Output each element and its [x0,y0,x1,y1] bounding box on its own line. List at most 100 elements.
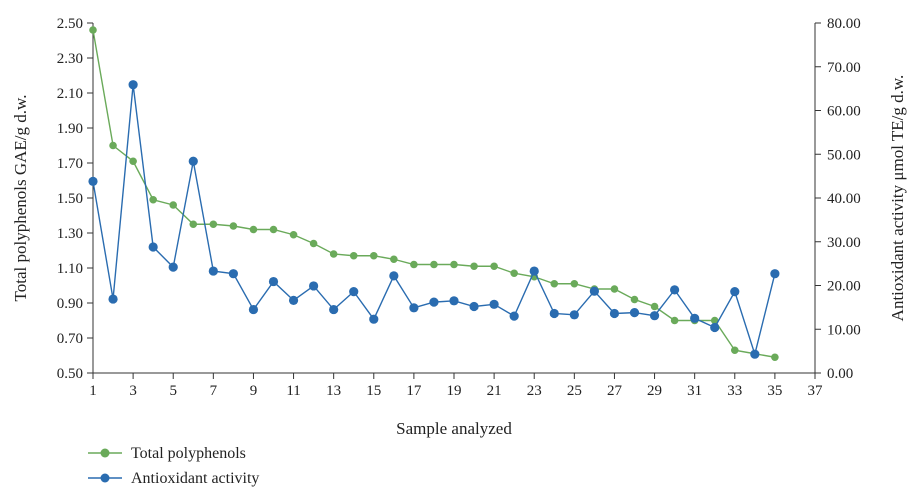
data-point-antioxidant-activity [670,285,680,295]
data-point-antioxidant-activity [248,304,259,315]
x-tick-label: 13 [326,383,341,399]
data-point-total-polyphenols [450,260,458,269]
left-axis-title: Total polyphenols GAE/g d.w. [11,95,30,302]
data-point-total-polyphenols [289,230,298,239]
data-point-total-polyphenols [209,220,218,229]
right-axis-title: Antioxidant activity μmol TE/g d.w. [888,75,907,322]
x-tick-label: 31 [687,383,702,399]
x-tick-label: 17 [406,383,422,399]
data-point-antioxidant-activity [750,349,760,359]
x-tick-label: 15 [366,383,381,399]
legend: Total polyphenols Antioxidant activity [88,445,259,487]
x-tick-label: 27 [607,383,623,399]
data-point-antioxidant-activity [228,269,238,279]
data-point-total-polyphenols [129,157,137,166]
data-point-antioxidant-activity [710,322,720,333]
left-tick-label: 2.50 [57,16,83,32]
data-point-total-polyphenols [369,251,378,260]
data-point-antioxidant-activity [609,308,620,319]
data-point-antioxidant-activity [429,297,439,307]
data-point-total-polyphenols [89,26,97,34]
data-point-antioxidant-activity [409,303,419,313]
x-tick-label: 11 [286,383,300,399]
left-tick-label: 2.10 [57,86,83,102]
data-point-antioxidant-activity [349,287,359,297]
x-tick-label: 23 [527,383,542,399]
right-tick-label: 40.00 [827,191,861,207]
right-tick-label: 70.00 [827,60,861,76]
data-point-antioxidant-activity [730,287,740,297]
data-point-total-polyphenols [249,225,258,234]
right-axis-ticks: 0.00 10.00 20.00 30.00 40.00 50.00 60.00 70.00 8… [815,16,861,382]
data-point-total-polyphenols [430,260,438,269]
data-point-total-polyphenols [550,279,559,288]
data-point-total-polyphenols [269,225,278,234]
left-tick-label: 2.30 [57,51,83,67]
data-point-antioxidant-activity [329,304,339,315]
data-point-antioxidant-activity [389,271,399,281]
data-point-antioxidant-activity [549,308,559,319]
right-tick-label: 60.00 [827,104,861,120]
data-point-total-polyphenols [610,285,619,293]
data-point-antioxidant-activity [449,296,459,306]
data-point-total-polyphenols [490,262,498,271]
left-tick-label: 0.70 [57,331,83,347]
right-tick-label: 80.00 [827,16,861,32]
data-point-total-polyphenols [329,250,338,258]
left-tick-label: 1.10 [57,261,83,277]
series-antioxidant-activity [88,80,780,359]
data-point-total-polyphenols [670,316,679,325]
legend-label: Antioxidant activity [131,470,259,487]
data-point-total-polyphenols [169,201,178,209]
data-point-antioxidant-activity [629,308,640,318]
x-axis-title: Sample analyzed [396,419,512,438]
data-point-antioxidant-activity [509,311,519,321]
left-tick-label: 1.70 [57,156,83,172]
data-point-total-polyphenols [470,262,478,271]
data-point-total-polyphenols [410,260,418,269]
data-point-total-polyphenols [630,295,639,304]
data-point-total-polyphenols [650,302,659,311]
series-layer [88,26,780,362]
series-line-antioxidant-activity [92,84,776,357]
x-tick-label: 1 [89,383,97,399]
data-point-total-polyphenols [189,220,198,229]
left-tick-label: 1.50 [57,191,83,207]
data-point-total-polyphenols [390,255,398,264]
data-point-antioxidant-activity [369,314,379,324]
data-point-antioxidant-activity [569,310,579,320]
data-point-antioxidant-activity [208,266,218,276]
data-point-antioxidant-activity [88,176,98,186]
left-tick-label: 1.90 [57,121,83,137]
legend-swatch-marker [100,473,110,483]
data-point-antioxidant-activity [469,301,479,312]
data-point-total-polyphenols [510,269,518,278]
data-point-total-polyphenols [149,195,157,204]
right-tick-label: 50.00 [827,147,861,163]
legend-label: Total polyphenols [131,445,246,462]
x-tick-label: 7 [210,383,218,399]
left-tick-label: 0.50 [57,366,83,382]
data-point-antioxidant-activity [188,156,198,166]
data-point-total-polyphenols [309,239,318,248]
right-tick-label: 10.00 [827,322,861,338]
x-tick-label: 37 [808,383,824,399]
right-tick-label: 30.00 [827,235,861,251]
legend-entry-total-polyphenols: Total polyphenols [88,445,246,462]
data-point-total-polyphenols [771,353,779,362]
x-axis-ticks: 1 3 5 7 9 11 13 15 17 19 21 23 25 27 29 31 33 35 37 [89,373,823,399]
data-point-antioxidant-activity [168,262,178,272]
data-point-antioxidant-activity [649,311,660,321]
left-axis-ticks: 0.50 0.70 0.90 1.10 1.30 1.50 1.70 1.90 2.10 2.30… [57,16,93,382]
data-point-antioxidant-activity [128,80,138,90]
x-tick-label: 33 [727,383,742,399]
data-point-total-polyphenols [229,222,238,230]
data-point-antioxidant-activity [690,313,700,323]
data-point-antioxidant-activity [770,269,780,279]
data-point-antioxidant-activity [489,299,499,309]
data-point-antioxidant-activity [148,242,158,252]
x-tick-label: 5 [169,383,177,399]
data-point-antioxidant-activity [529,266,539,276]
series-line-total-polyphenols [92,29,776,358]
